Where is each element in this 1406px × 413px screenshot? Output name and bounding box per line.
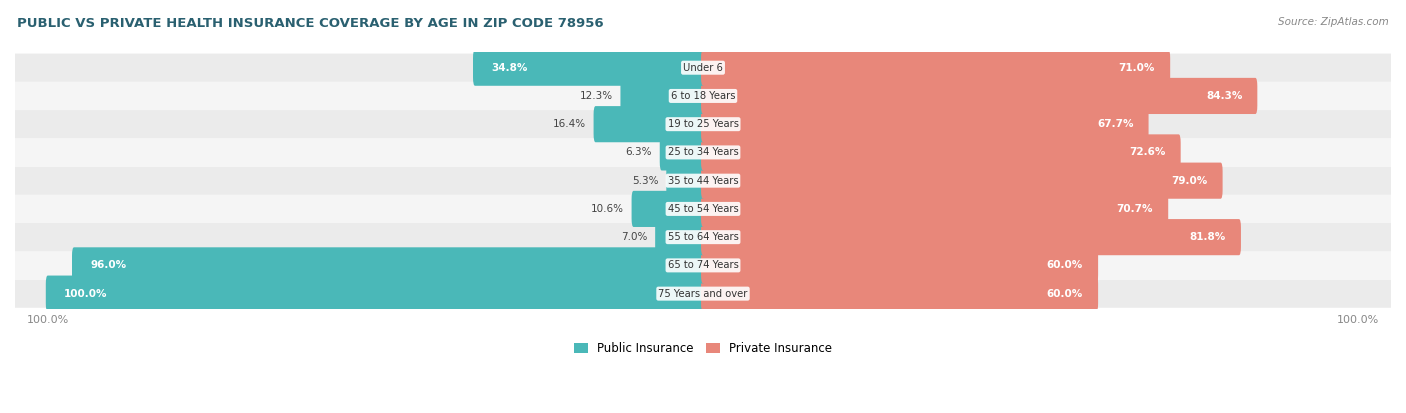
FancyBboxPatch shape [620, 78, 704, 114]
Text: 96.0%: 96.0% [90, 260, 127, 271]
Text: 10.6%: 10.6% [591, 204, 624, 214]
FancyBboxPatch shape [666, 163, 704, 199]
FancyBboxPatch shape [702, 134, 1181, 171]
Text: 75 Years and over: 75 Years and over [658, 289, 748, 299]
Text: 55 to 64 Years: 55 to 64 Years [668, 232, 738, 242]
Text: PUBLIC VS PRIVATE HEALTH INSURANCE COVERAGE BY AGE IN ZIP CODE 78956: PUBLIC VS PRIVATE HEALTH INSURANCE COVER… [17, 17, 603, 29]
FancyBboxPatch shape [659, 134, 704, 171]
FancyBboxPatch shape [15, 110, 1391, 138]
FancyBboxPatch shape [15, 195, 1391, 223]
Text: 16.4%: 16.4% [553, 119, 586, 129]
Text: 71.0%: 71.0% [1119, 63, 1156, 73]
FancyBboxPatch shape [702, 78, 1257, 114]
FancyBboxPatch shape [593, 106, 704, 142]
FancyBboxPatch shape [15, 280, 1391, 308]
Text: 65 to 74 Years: 65 to 74 Years [668, 260, 738, 271]
Text: 67.7%: 67.7% [1097, 119, 1133, 129]
FancyBboxPatch shape [15, 223, 1391, 251]
Text: 35 to 44 Years: 35 to 44 Years [668, 176, 738, 186]
Text: 45 to 54 Years: 45 to 54 Years [668, 204, 738, 214]
FancyBboxPatch shape [702, 50, 1170, 86]
Text: 60.0%: 60.0% [1047, 289, 1083, 299]
FancyBboxPatch shape [472, 50, 704, 86]
Text: Under 6: Under 6 [683, 63, 723, 73]
Legend: Public Insurance, Private Insurance: Public Insurance, Private Insurance [569, 337, 837, 360]
Text: 81.8%: 81.8% [1189, 232, 1226, 242]
FancyBboxPatch shape [702, 275, 1098, 312]
Text: 6.3%: 6.3% [626, 147, 652, 157]
FancyBboxPatch shape [702, 191, 1168, 227]
FancyBboxPatch shape [72, 247, 704, 283]
FancyBboxPatch shape [15, 166, 1391, 195]
Text: 60.0%: 60.0% [1047, 260, 1083, 271]
FancyBboxPatch shape [15, 54, 1391, 82]
Text: 25 to 34 Years: 25 to 34 Years [668, 147, 738, 157]
Text: 70.7%: 70.7% [1116, 204, 1153, 214]
FancyBboxPatch shape [702, 163, 1223, 199]
Text: Source: ZipAtlas.com: Source: ZipAtlas.com [1278, 17, 1389, 26]
FancyBboxPatch shape [655, 219, 704, 255]
FancyBboxPatch shape [631, 191, 704, 227]
Text: 7.0%: 7.0% [621, 232, 647, 242]
Text: 19 to 25 Years: 19 to 25 Years [668, 119, 738, 129]
Text: 6 to 18 Years: 6 to 18 Years [671, 91, 735, 101]
FancyBboxPatch shape [15, 82, 1391, 110]
FancyBboxPatch shape [702, 219, 1241, 255]
Text: 84.3%: 84.3% [1206, 91, 1243, 101]
FancyBboxPatch shape [702, 247, 1098, 283]
Text: 72.6%: 72.6% [1129, 147, 1166, 157]
Text: 34.8%: 34.8% [491, 63, 527, 73]
Text: 12.3%: 12.3% [579, 91, 613, 101]
FancyBboxPatch shape [15, 251, 1391, 280]
FancyBboxPatch shape [46, 275, 704, 312]
Text: 100.0%: 100.0% [65, 289, 108, 299]
Text: 79.0%: 79.0% [1171, 176, 1208, 186]
Text: 5.3%: 5.3% [631, 176, 658, 186]
FancyBboxPatch shape [702, 106, 1149, 142]
FancyBboxPatch shape [15, 138, 1391, 166]
